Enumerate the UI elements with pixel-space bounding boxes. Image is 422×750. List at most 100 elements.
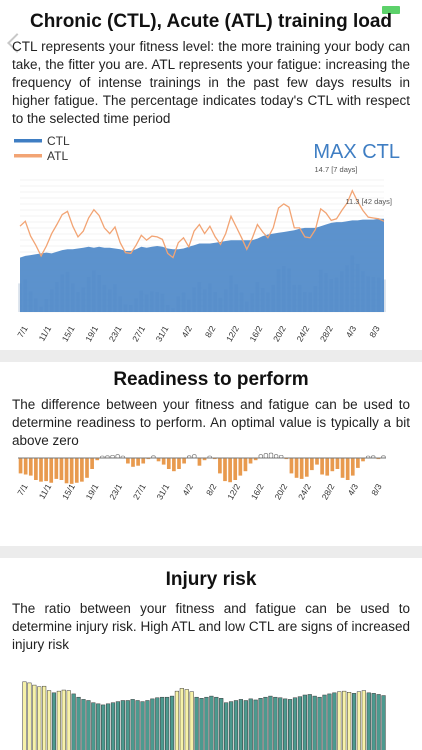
injury-risk-bar xyxy=(214,696,219,750)
injury-risk-bar xyxy=(381,695,386,750)
injury-risk-bar xyxy=(76,696,81,750)
injury-risk-bar xyxy=(194,696,199,750)
injury-risk-bar xyxy=(66,690,71,750)
x-tick-label: 8/3 xyxy=(367,324,382,339)
injury-risk-bar xyxy=(155,697,160,750)
readiness-bar xyxy=(161,458,166,465)
readiness-bar xyxy=(361,458,365,462)
readiness-bar xyxy=(202,458,207,461)
injury-risk-bar xyxy=(174,690,180,750)
training-load-description: CTL represents your fitness level: the m… xyxy=(12,39,410,126)
injury-risk-bar xyxy=(42,685,47,750)
readiness-bar xyxy=(197,458,202,466)
injury-risk-bar xyxy=(258,698,263,750)
legend-atl-label: ATL xyxy=(47,149,68,163)
x-tick-label: 27/1 xyxy=(130,324,147,344)
injury-risk-bar xyxy=(110,702,116,750)
training-load-chart[interactable]: 7/1 11/1 15/1 19/1 23/1 27/1 31/1 4/2 8/2 12/2 16/… xyxy=(0,132,422,350)
x-tick-label: 8/2 xyxy=(203,324,218,339)
injury-risk-bar xyxy=(209,695,214,750)
injury-risk-bar xyxy=(337,691,342,750)
injury-risk-bar xyxy=(268,695,273,750)
injury-risk-bar xyxy=(238,699,243,750)
readiness-bar xyxy=(166,458,171,469)
injury-risk-bar xyxy=(46,690,52,750)
x-tick-label: 8/3 xyxy=(369,482,384,497)
section-divider xyxy=(0,350,422,362)
readiness-bar xyxy=(320,458,324,475)
atl-line xyxy=(19,189,385,259)
x-tick-label: 24/2 xyxy=(296,482,313,502)
injury-risk-bar xyxy=(327,693,332,750)
injury-risk-bar xyxy=(228,701,234,750)
readiness-bar xyxy=(80,458,84,482)
readiness-bar xyxy=(39,458,43,482)
readiness-bar xyxy=(131,458,135,467)
injury-risk-bar xyxy=(248,698,253,750)
x-tick-label: 24/2 xyxy=(294,324,311,344)
injury-risk-bar xyxy=(347,692,352,750)
injury-risk-bar xyxy=(278,697,283,750)
injury-risk-bar xyxy=(179,688,184,750)
readiness-bar xyxy=(325,458,330,476)
readiness-bar xyxy=(126,458,130,464)
injury-risk-bar xyxy=(283,698,288,750)
readiness-bar xyxy=(212,458,217,460)
section-divider xyxy=(0,546,422,558)
injury-risk-bar xyxy=(145,700,150,750)
injury-risk-title: Injury risk xyxy=(165,569,257,590)
readiness-chart[interactable]: 7/1 11/1 15/1 19/1 23/1 27/1 31/1 4/2 8/2 12/2 16/… xyxy=(0,446,422,538)
readiness-bar xyxy=(146,458,151,460)
injury-risk-bar xyxy=(140,701,145,750)
injury-risk-bar xyxy=(233,700,239,750)
injury-risk-bar xyxy=(160,696,165,750)
readiness-bar xyxy=(228,458,232,483)
ctl-area xyxy=(20,218,384,312)
legend-ctl-label: CTL xyxy=(47,134,70,148)
injury-risk-bar xyxy=(292,697,298,750)
readiness-bar xyxy=(376,458,381,460)
readiness-bar xyxy=(54,458,59,479)
readiness-bar xyxy=(263,453,269,459)
injury-risk-bar xyxy=(219,698,224,750)
injury-risk-bar xyxy=(199,698,204,750)
readiness-bar xyxy=(69,458,74,484)
readiness-bar xyxy=(335,458,340,469)
injury-risk-bar xyxy=(287,699,293,750)
x-tick-label: 28/2 xyxy=(320,482,337,502)
status-battery-icon xyxy=(382,6,400,14)
readiness-bar xyxy=(294,458,299,478)
injury-risk-bar xyxy=(312,695,317,750)
x-tick-label: 15/1 xyxy=(60,482,77,502)
injury-risk-bar xyxy=(61,689,66,750)
readiness-bar xyxy=(177,458,181,469)
readiness-bar xyxy=(340,458,345,478)
readiness-bar xyxy=(136,458,140,466)
x-tick-label: 12/2 xyxy=(225,482,242,502)
readiness-description: The difference between your fitness and … xyxy=(12,397,410,448)
x-tick-label: 23/1 xyxy=(107,482,124,502)
x-tick-label: 11/1 xyxy=(37,482,54,501)
x-tick-label: 16/2 xyxy=(249,482,266,502)
x-tick-label: 11/1 xyxy=(37,324,54,343)
injury-risk-chart[interactable] xyxy=(0,670,422,750)
injury-risk-bar xyxy=(150,698,155,750)
readiness-bar xyxy=(64,458,69,484)
legend-ctl-swatch xyxy=(14,139,42,143)
injury-risk-bar xyxy=(224,702,229,750)
injury-risk-section: Injury risk The ratio between your fitne… xyxy=(0,568,422,654)
x-tick-label: 4/3 xyxy=(344,324,359,339)
x-tick-label: 28/2 xyxy=(318,324,335,344)
injury-risk-bar xyxy=(322,694,327,750)
readiness-bar xyxy=(253,458,258,461)
readiness-bar xyxy=(218,458,222,474)
x-tick-label: 19/1 xyxy=(84,482,101,502)
readiness-bar xyxy=(299,458,304,479)
injury-risk-bar xyxy=(332,692,337,750)
readiness-bar xyxy=(85,458,89,478)
training-load-title: Chronic (CTL), Acute (ATL) training load xyxy=(29,11,393,32)
injury-risk-bar xyxy=(115,701,121,750)
injury-risk-bar xyxy=(32,684,37,750)
injury-risk-bar xyxy=(105,703,111,750)
injury-risk-bar xyxy=(169,695,175,750)
